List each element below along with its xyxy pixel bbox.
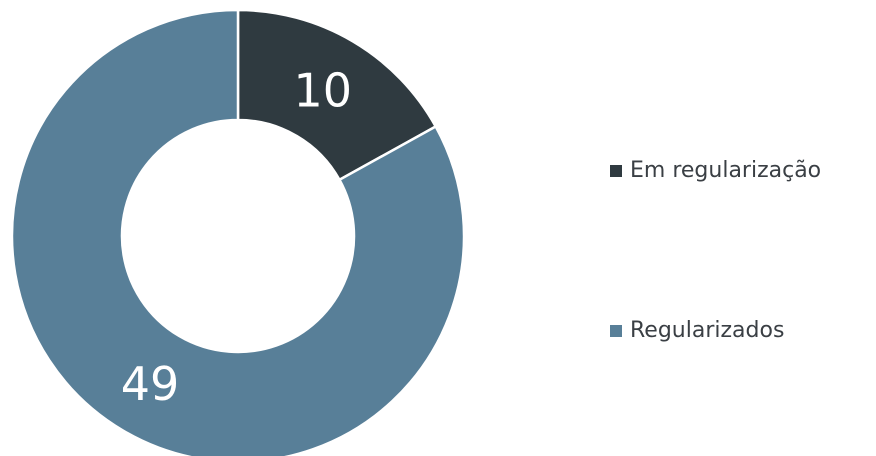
legend-item-em-regularizacao: Em regularização: [610, 158, 821, 183]
legend-label-regularizados: Regularizados: [630, 318, 785, 343]
legend-label-em-regularizacao: Em regularização: [630, 158, 822, 183]
slice-labels-group: 10 49: [121, 64, 352, 411]
legend: Em regularização Regularizados: [610, 0, 870, 456]
slice-1: [10, 8, 466, 456]
legend-swatch-regularizados: [610, 324, 622, 337]
legend-swatch-em-regularizacao: [610, 164, 622, 177]
slices-group: [10, 8, 466, 456]
donut-svg: 10 49: [10, 8, 466, 456]
slice-0: [236, 8, 438, 182]
slice-label-0: 10: [294, 64, 353, 118]
slice-label-1: 49: [121, 357, 180, 411]
legend-item-regularizados: Regularizados: [610, 318, 784, 343]
